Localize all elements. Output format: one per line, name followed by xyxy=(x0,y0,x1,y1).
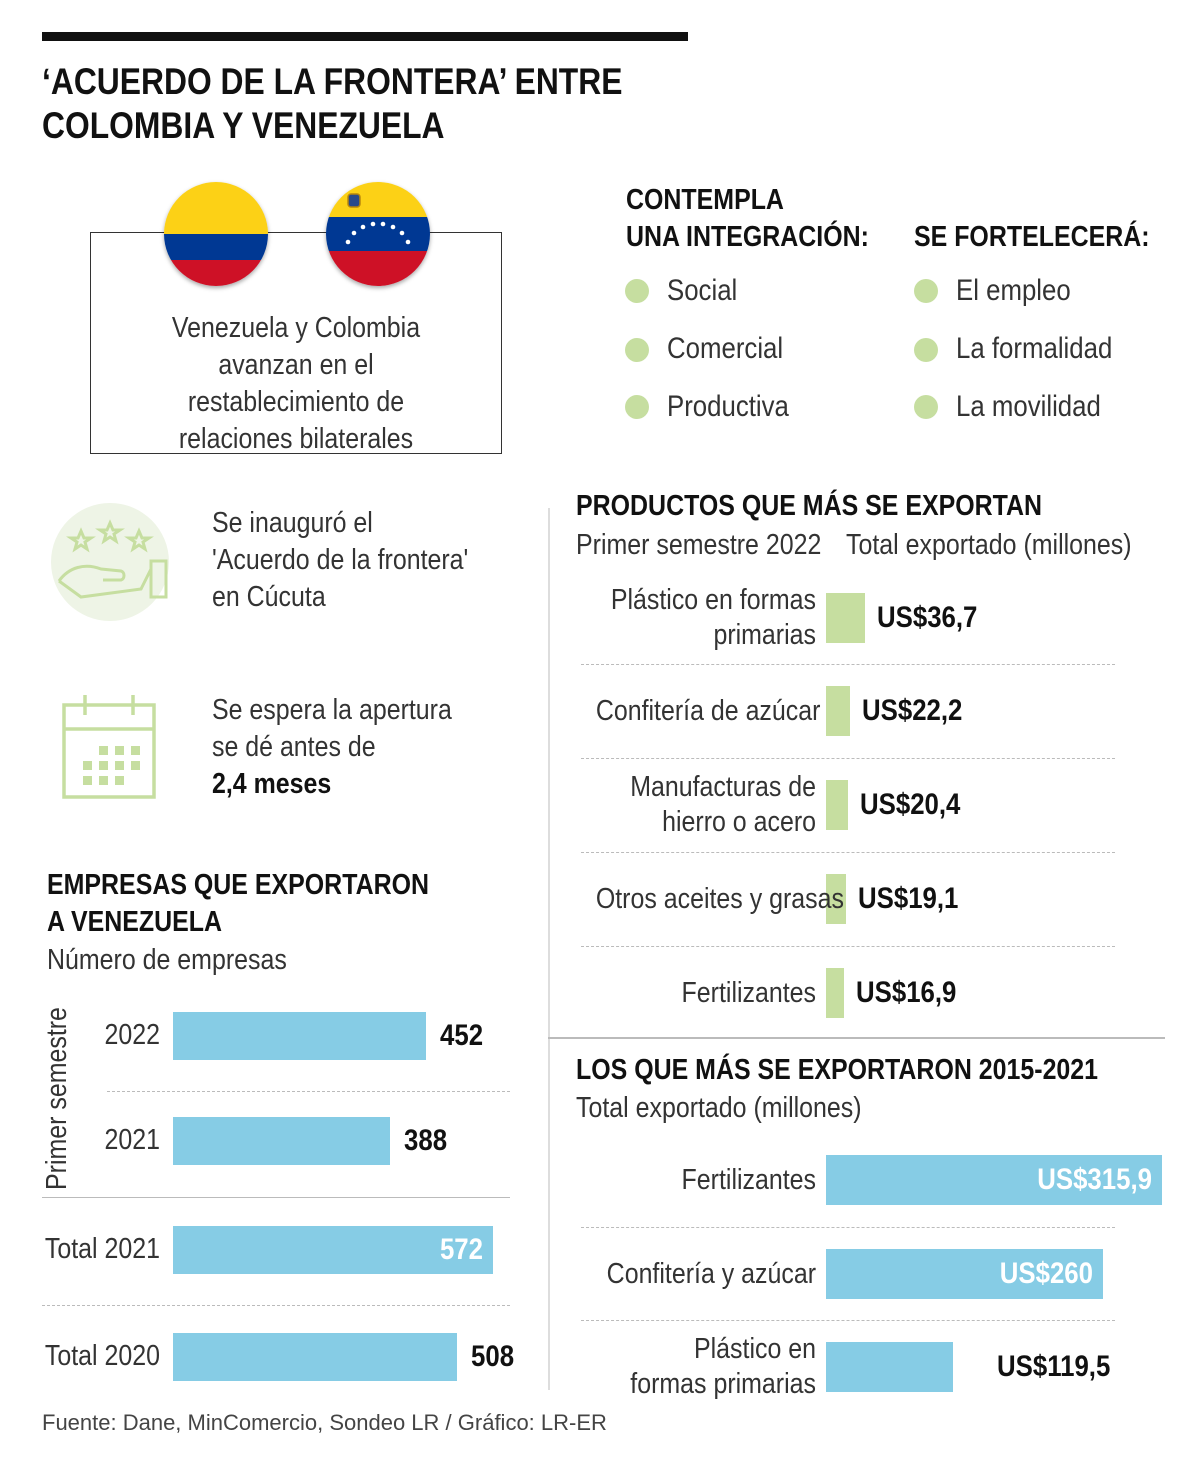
products-category-label: Plástico en formas primarias xyxy=(610,584,816,651)
intro-box xyxy=(90,232,502,454)
products-chart-title: PRODUCTOS QUE MÁS SE EXPORTAN xyxy=(576,490,1043,522)
products-separator xyxy=(581,664,1115,665)
products-separator xyxy=(581,758,1115,759)
bullet-dot xyxy=(914,279,938,303)
products-bar xyxy=(826,874,847,924)
integration-item: Productiva xyxy=(667,390,789,423)
intro-text: Venezuela y Colombia avanzan en el resta… xyxy=(171,312,421,455)
historic-bar xyxy=(826,1342,954,1392)
companies-chart-subtitle: Número de empresas xyxy=(47,944,287,976)
products-separator xyxy=(581,946,1115,947)
products-bar xyxy=(826,686,850,736)
strengthen-heading: SE FORTELECERÁ: xyxy=(914,221,1150,253)
strengthen-item: La formalidad xyxy=(956,332,1113,365)
companies-separator xyxy=(42,1197,510,1198)
companies-separator xyxy=(107,1091,510,1092)
products-bar xyxy=(826,780,848,830)
companies-bar xyxy=(173,1333,458,1381)
products-bar xyxy=(826,968,845,1018)
companies-chart-title: EMPRESAS QUE EXPORTARON A VENEZUELA xyxy=(47,869,430,938)
historic-category-label: Fertilizantes xyxy=(681,1163,816,1196)
products-value-label: US$22,2 xyxy=(861,694,963,727)
products-value-label: US$16,9 xyxy=(856,976,957,1009)
products-chart-unit: Total exportado (millones) xyxy=(846,529,1132,561)
venezuela-flag-icon xyxy=(326,182,430,286)
companies-value-label: 572 xyxy=(440,1233,484,1266)
bullet-dot xyxy=(625,279,649,303)
historic-bar xyxy=(826,1249,1103,1299)
companies-value-label: 452 xyxy=(440,1019,484,1052)
companies-separator xyxy=(42,1305,510,1306)
products-value-label: US$20,4 xyxy=(859,788,961,821)
historic-chart-subtitle: Total exportado (millones) xyxy=(576,1092,862,1124)
bullet-dot xyxy=(625,338,649,362)
products-category-label: Confitería de azúcar xyxy=(595,694,821,727)
bullet-dot xyxy=(625,395,649,419)
historic-value-label: US$315,9 xyxy=(1037,1163,1153,1196)
historic-value-label: US$260 xyxy=(999,1257,1093,1290)
companies-category-label: 2022 xyxy=(104,1019,160,1051)
products-bar xyxy=(826,593,866,643)
bullet-dot xyxy=(914,395,938,419)
products-value-label: US$36,7 xyxy=(877,601,978,634)
products-chart-subtitle: Primer semestre 2022 xyxy=(576,529,822,561)
column-divider xyxy=(548,508,550,1390)
historic-separator xyxy=(581,1320,1115,1321)
products-category-label: Fertilizantes xyxy=(681,976,816,1009)
historic-value-label: US$119,5 xyxy=(997,1350,1111,1383)
calendar-icon xyxy=(61,693,157,799)
companies-value-label: 388 xyxy=(404,1124,448,1157)
source-note: Fuente: Dane, MinComercio, Sondeo LR / G… xyxy=(42,1410,607,1435)
strengthen-item: La movilidad xyxy=(956,390,1101,423)
historic-chart-title: LOS QUE MÁS SE EXPORTARON 2015-2021 xyxy=(576,1054,1099,1086)
info-inauguration: Se inauguró el 'Acuerdo de la frontera' … xyxy=(212,507,469,613)
hand-stars-icon xyxy=(51,503,169,621)
companies-value-label: 508 xyxy=(471,1340,515,1373)
strengthen-item: El empleo xyxy=(956,274,1071,307)
info-opening: Se espera la apertura se dé antes de 2,4… xyxy=(212,694,452,800)
historic-separator xyxy=(581,1227,1115,1228)
integration-item: Social xyxy=(667,274,738,307)
historic-bar xyxy=(826,1155,1163,1205)
historic-category-label: Plástico en formas primarias xyxy=(630,1333,816,1400)
companies-category-label: 2021 xyxy=(104,1124,160,1156)
integration-heading: CONTEMPLA UNA INTEGRACIÓN: xyxy=(626,184,869,253)
products-category-label: Otros aceites y grasas xyxy=(595,882,844,915)
products-value-label: US$19,1 xyxy=(858,882,959,915)
companies-bar xyxy=(173,1226,494,1274)
companies-category-label: Total 2021 xyxy=(44,1233,161,1265)
products-separator xyxy=(581,852,1115,853)
colombia-flag-icon xyxy=(164,182,268,286)
companies-bar xyxy=(173,1117,391,1165)
section-divider xyxy=(548,1037,1165,1039)
companies-category-label: Total 2020 xyxy=(44,1340,161,1372)
page-title: ‘ACUERDO DE LA FRONTERA’ ENTRE COLOMBIA … xyxy=(42,61,623,146)
companies-bar xyxy=(173,1012,427,1060)
bullet-dot xyxy=(914,338,938,362)
products-category-label: Manufacturas de hierro o acero xyxy=(630,771,816,838)
historic-category-label: Confitería y azúcar xyxy=(606,1257,816,1290)
top-rule xyxy=(42,32,688,41)
integration-item: Comercial xyxy=(667,332,784,365)
